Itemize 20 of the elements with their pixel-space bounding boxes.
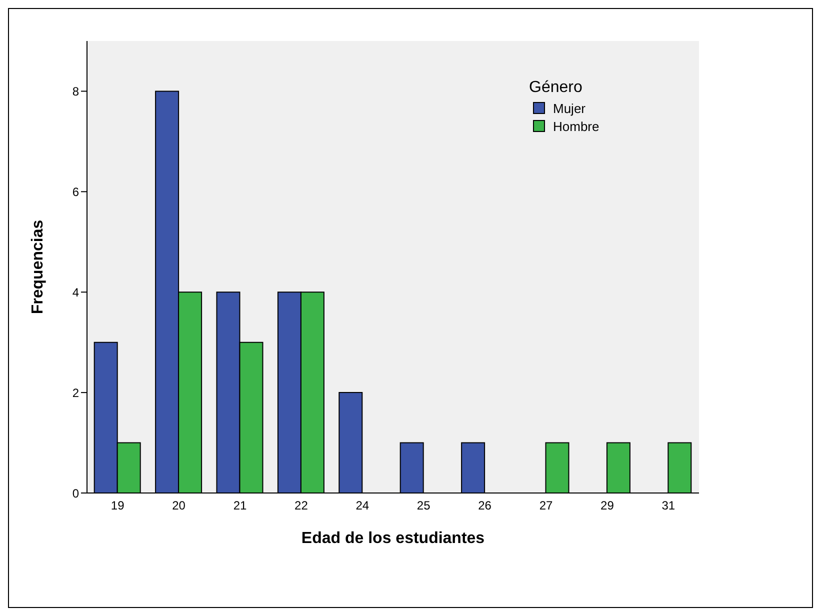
y-axis-title: Frequencias [30, 220, 47, 314]
x-tick-label: 22 [294, 498, 308, 513]
legend-title: Género [529, 79, 584, 97]
x-tick-label: 24 [356, 498, 370, 513]
legend-label: Hombre [552, 118, 600, 135]
y-tick-label: 4 [72, 285, 80, 300]
x-tick-label: 21 [233, 498, 247, 513]
y-tick-label: 8 [72, 84, 80, 98]
y-tick-label: 2 [72, 386, 80, 400]
legend-label: Mujer [552, 100, 587, 117]
x-tick-label: 27 [539, 498, 553, 513]
x-tick-label: 19 [110, 498, 125, 513]
x-tick-label: 20 [172, 498, 186, 513]
y-tick-label: 6 [72, 184, 80, 199]
x-tick-label: 25 [416, 498, 431, 513]
x-tick-label: 29 [600, 498, 614, 513]
x-axis-title: Edad de los estudiantes [301, 530, 485, 547]
y-tick-label: 0 [72, 486, 80, 500]
x-tick-label: 31 [662, 498, 676, 513]
x-tick-label: 26 [478, 498, 492, 513]
